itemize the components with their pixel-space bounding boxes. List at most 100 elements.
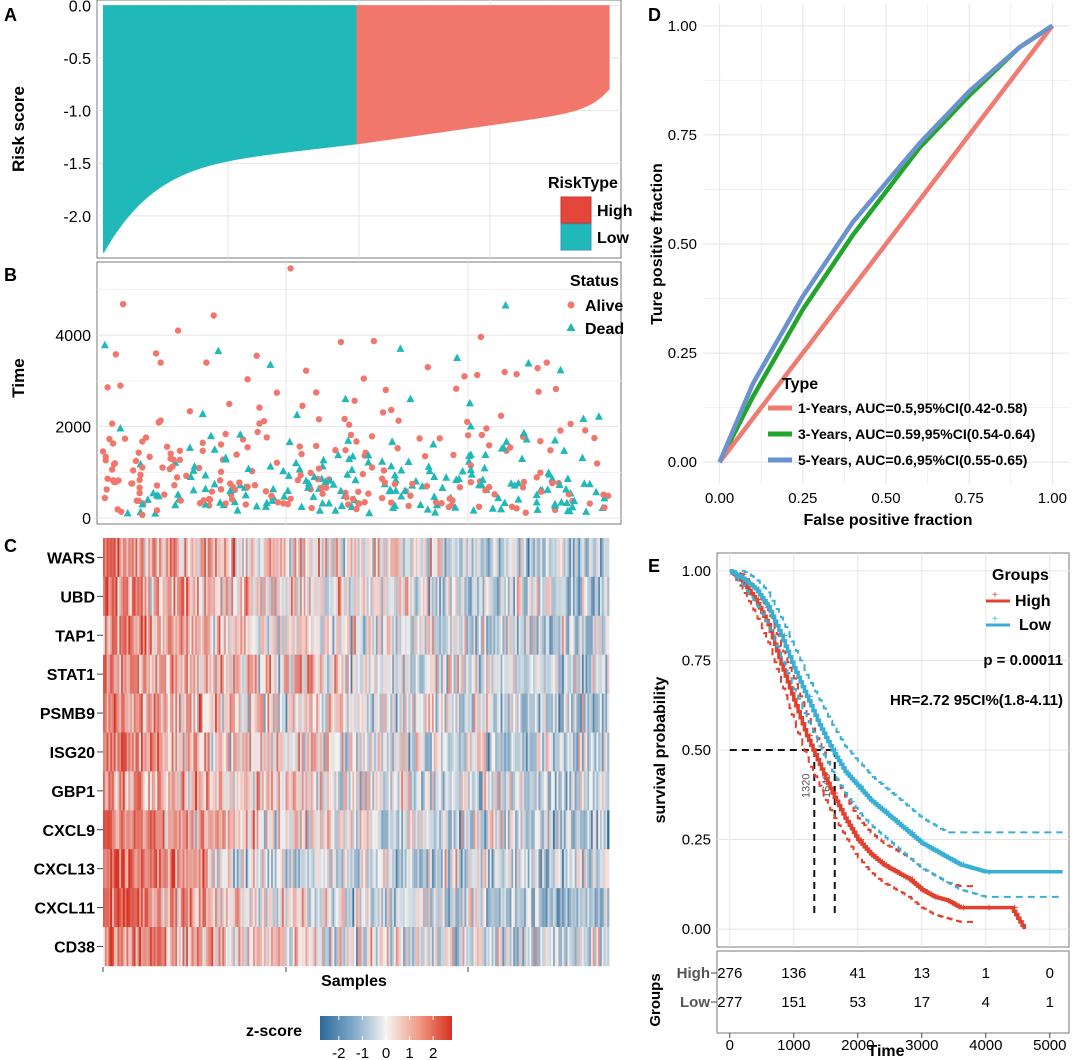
risk-bar-low [150, 5, 153, 195]
heatmap-cell [139, 888, 142, 928]
heatmap-cell [303, 888, 306, 928]
heatmap-cell [580, 732, 583, 772]
heatmap-cell [350, 771, 353, 811]
risk-bar-high [577, 5, 580, 110]
risk-bar-high [364, 5, 367, 144]
scatter-point-alive [446, 495, 453, 502]
heatmap-cell [361, 849, 364, 889]
panel-a-ytick-label: 0.0 [69, 0, 91, 15]
heatmap-cell [215, 538, 218, 578]
heatmap-cell [383, 654, 386, 694]
heatmap-cell [547, 693, 550, 733]
scatter-point-alive [251, 481, 259, 489]
heatmap-cell [543, 849, 547, 889]
risk-bar-high [445, 5, 447, 132]
scatter-point-alive [535, 388, 542, 395]
scatter-point-dead [544, 468, 553, 477]
heatmap-cell [558, 654, 561, 694]
risk-bar-low [105, 5, 108, 248]
heatmap-cell [459, 615, 462, 655]
scatter-point-dead [285, 437, 294, 446]
heatmap-cell [251, 654, 254, 694]
risk-bar-high [461, 5, 464, 130]
scatter-point-alive [163, 443, 171, 450]
heatmap-cell [131, 615, 135, 655]
heatmap-cell [583, 771, 586, 811]
scatter-point-dead [480, 463, 489, 472]
heatmap-cell [249, 576, 252, 617]
heatmap-cell [243, 538, 247, 578]
heatmap-cell [283, 615, 286, 655]
heatmap-cell [572, 576, 576, 617]
heatmap-cell [164, 888, 167, 928]
heatmap-cell [151, 888, 154, 928]
roc-ytick-label: 0.75 [668, 127, 697, 144]
panel-b-ylabel: Time [9, 358, 28, 397]
heatmap-cell [119, 654, 122, 694]
heatmap-cell [187, 654, 191, 694]
heatmap-cell [330, 732, 333, 772]
heatmap-cell [162, 538, 165, 578]
heatmap-cell [393, 654, 397, 694]
heatmap-cell [285, 615, 288, 655]
risk-bar-high [528, 5, 530, 120]
heatmap-cell [164, 693, 167, 733]
heatmap-cell [260, 538, 263, 578]
heatmap-cell [287, 538, 290, 578]
risk-bar-high [598, 5, 600, 100]
heatmap-cell [478, 654, 482, 694]
heatmap-cell [435, 771, 438, 811]
risk-bar-low [161, 5, 164, 187]
heatmap-cell [182, 927, 185, 967]
risk-bar-low [307, 5, 309, 150]
heatmap-cell [343, 732, 346, 772]
heatmap-cell [440, 615, 444, 655]
heatmap-cell [137, 888, 140, 928]
heatmap-cell [487, 654, 491, 694]
heatmap-cell [480, 615, 483, 655]
heatmap-cell [332, 538, 335, 578]
heatmap-cell [296, 849, 299, 889]
risk-bar-low [283, 5, 285, 153]
heatmap-cell [162, 576, 165, 617]
heatmap-cell [558, 538, 561, 578]
heatmap-cell [281, 538, 285, 578]
risk-bar-low [189, 5, 191, 173]
heatmap-cell [104, 849, 108, 889]
heatmap-cell [348, 732, 351, 772]
heatmap-cell [108, 771, 111, 811]
scatter-point-dead [201, 484, 210, 493]
heatmap-cell [103, 732, 106, 772]
heatmap-cell [533, 927, 536, 967]
heatmap-cell [321, 732, 324, 772]
heatmap-cell [603, 771, 606, 811]
gene-label-cxcl9: CXCL9 [43, 823, 96, 840]
heatmap-cell [574, 538, 577, 578]
heatmap-cell [590, 615, 594, 655]
scatter-point-alive [104, 384, 111, 391]
heatmap-cell [148, 615, 151, 655]
scatter-point-alive [448, 502, 455, 509]
heatmap-cell [484, 810, 487, 850]
heatmap-cell [178, 538, 182, 578]
scatter-point-alive [345, 501, 352, 508]
heatmap-cell [234, 771, 238, 811]
risk-bar-high [600, 5, 603, 97]
heatmap-cell [229, 771, 232, 811]
heatmap-cell [571, 654, 574, 694]
heatmap-cell [515, 693, 518, 733]
heatmap-cell [502, 654, 505, 694]
scatter-point-alive [491, 491, 498, 498]
heatmap-cell [430, 538, 433, 578]
heatmap-cell [511, 732, 514, 772]
risk-bar-high [483, 5, 486, 127]
heatmap-cell [121, 654, 124, 694]
heatmap-cell [247, 927, 250, 967]
heatmap-cell [345, 615, 348, 655]
heatmap-cell [424, 615, 427, 655]
heatmap-cell [545, 888, 548, 928]
zscore-tick-label: 2 [429, 1045, 437, 1060]
heatmap-cell [247, 849, 250, 889]
heatmap-cell [437, 927, 440, 967]
heatmap-cell [283, 654, 286, 694]
